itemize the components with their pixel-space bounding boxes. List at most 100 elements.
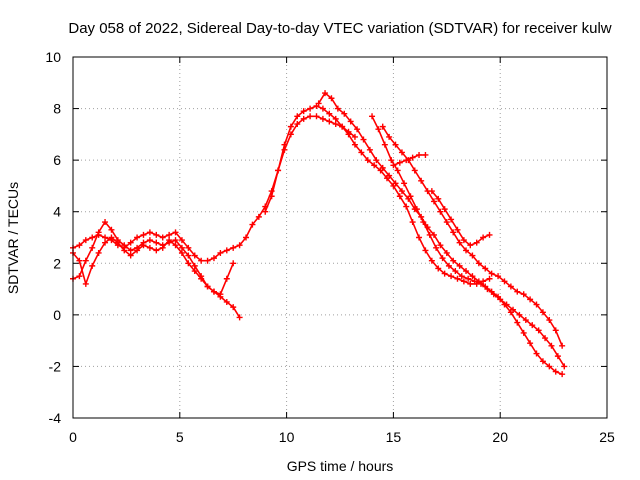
data-point bbox=[548, 342, 555, 349]
data-point bbox=[204, 283, 211, 290]
data-point bbox=[520, 329, 527, 336]
data-point bbox=[437, 208, 444, 215]
data-point bbox=[351, 141, 358, 148]
data-point bbox=[469, 273, 476, 280]
data-point bbox=[561, 363, 568, 370]
data-point bbox=[210, 288, 217, 295]
data-point bbox=[441, 206, 448, 213]
data-point bbox=[411, 167, 418, 174]
data-point bbox=[392, 141, 399, 148]
data-point bbox=[371, 162, 378, 169]
data-point bbox=[437, 242, 444, 249]
data-point bbox=[559, 342, 566, 349]
data-point bbox=[375, 126, 382, 133]
data-point bbox=[379, 164, 386, 171]
data-point bbox=[428, 188, 435, 195]
data-point bbox=[467, 242, 474, 249]
x-tick-label: 20 bbox=[492, 429, 508, 445]
data-point bbox=[198, 257, 205, 264]
data-point bbox=[435, 195, 442, 202]
data-point bbox=[428, 257, 435, 264]
data-point bbox=[178, 244, 185, 251]
data-point bbox=[166, 237, 173, 244]
data-point bbox=[364, 157, 371, 164]
data-point bbox=[76, 242, 83, 249]
data-point bbox=[390, 162, 397, 169]
data-point bbox=[354, 126, 361, 133]
data-point bbox=[108, 234, 115, 241]
data-point bbox=[89, 244, 96, 251]
data-point bbox=[322, 90, 329, 97]
data-point bbox=[403, 203, 410, 210]
data-point bbox=[140, 242, 147, 249]
data-point bbox=[300, 115, 307, 122]
data-point bbox=[230, 304, 237, 311]
data-point bbox=[448, 216, 455, 223]
data-point bbox=[243, 234, 250, 241]
data-point bbox=[326, 118, 333, 125]
y-tick-label: 10 bbox=[45, 49, 61, 65]
data-point bbox=[294, 121, 301, 128]
data-point bbox=[398, 149, 405, 156]
data-point bbox=[328, 95, 335, 102]
data-point bbox=[204, 257, 211, 264]
data-point bbox=[430, 198, 437, 205]
data-point bbox=[178, 249, 185, 256]
data-point bbox=[552, 368, 559, 375]
series-line bbox=[72, 236, 234, 296]
plot-frame bbox=[72, 56, 608, 419]
y-tick-label: 0 bbox=[53, 307, 61, 323]
y-tick-label: 6 bbox=[53, 152, 61, 168]
data-point bbox=[458, 273, 465, 280]
data-point bbox=[236, 242, 243, 249]
axis-tick-labels: 0 5 10 15 20 25 -4 -2 0 2 4 6 8 10 bbox=[45, 49, 615, 445]
data-point bbox=[153, 247, 160, 254]
data-point bbox=[95, 249, 102, 256]
data-series-layer bbox=[70, 90, 568, 378]
data-point bbox=[507, 283, 514, 290]
data-point bbox=[535, 327, 542, 334]
data-point bbox=[418, 177, 425, 184]
data-point bbox=[127, 239, 134, 246]
data-point bbox=[488, 270, 495, 277]
data-point bbox=[166, 231, 173, 238]
data-point bbox=[345, 131, 352, 138]
data-point bbox=[559, 371, 566, 378]
data-point bbox=[454, 275, 461, 282]
x-tick-label: 10 bbox=[279, 429, 295, 445]
data-point bbox=[473, 239, 480, 246]
data-point bbox=[249, 221, 256, 228]
data-point bbox=[315, 100, 322, 107]
data-point bbox=[153, 231, 160, 238]
data-point bbox=[89, 234, 96, 241]
data-point bbox=[467, 280, 474, 287]
data-point bbox=[460, 278, 467, 285]
data-point bbox=[388, 157, 395, 164]
data-point bbox=[475, 260, 482, 267]
data-point bbox=[326, 110, 333, 117]
data-point bbox=[398, 188, 405, 195]
x-tick-label: 15 bbox=[386, 429, 402, 445]
data-point bbox=[146, 229, 153, 236]
data-point bbox=[210, 255, 217, 262]
data-point bbox=[268, 193, 275, 200]
data-point bbox=[386, 172, 393, 179]
data-point bbox=[332, 121, 339, 128]
data-point bbox=[134, 234, 141, 241]
data-point bbox=[546, 317, 553, 324]
data-point bbox=[191, 252, 198, 259]
data-point bbox=[332, 115, 339, 122]
data-point bbox=[379, 123, 386, 130]
series-arc-8 bbox=[390, 151, 429, 169]
data-point bbox=[409, 154, 416, 161]
data-point bbox=[341, 110, 348, 117]
data-point bbox=[546, 363, 553, 370]
data-point bbox=[223, 247, 230, 254]
data-point bbox=[460, 237, 467, 244]
data-point bbox=[416, 234, 423, 241]
data-point bbox=[529, 322, 536, 329]
data-point bbox=[456, 262, 463, 269]
data-point bbox=[381, 141, 388, 148]
series-line bbox=[430, 190, 491, 246]
